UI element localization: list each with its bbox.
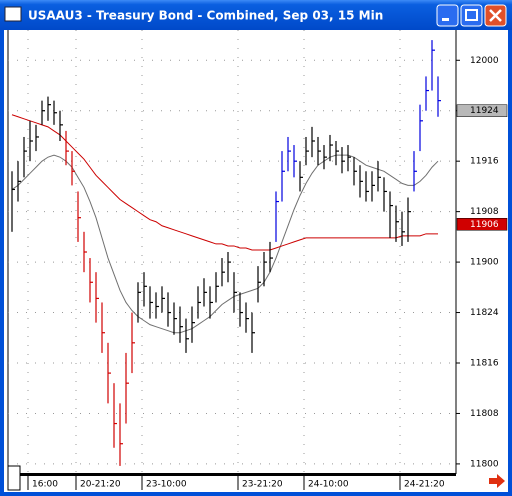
x-tick-label: 23-10:00 (146, 480, 187, 490)
y-tick-label: 11916 (470, 157, 499, 167)
y-tick-label: 11816 (470, 359, 499, 369)
close-button[interactable] (484, 4, 507, 27)
last-value-label: 11906 (470, 220, 499, 230)
scroll-box[interactable] (7, 465, 21, 491)
y-tick-label: 12000 (470, 56, 499, 66)
y-tick-label: 11800 (470, 459, 499, 469)
plot: 12000 11924 11916 11908 11900 11824 11816 11808… (8, 30, 508, 490)
x-tick-label: 24-10:00 (308, 480, 349, 490)
chart-area (4, 30, 508, 492)
y-tick-label: 11808 (470, 409, 499, 419)
title-bar (0, 0, 512, 30)
app-icon (4, 6, 22, 22)
y-tick-label: 11824 (470, 308, 499, 318)
minimize-button[interactable] (436, 4, 459, 27)
maximize-button[interactable] (460, 4, 483, 27)
moving-average-line (11, 154, 439, 334)
time-axis-bar (8, 473, 456, 476)
window-title: USAAU3 - Treasury Bond - Combined, Sep 0… (28, 9, 383, 23)
x-tick-label: 24-21:20 (404, 480, 445, 490)
scroll-arrow[interactable] (489, 474, 505, 488)
last-value-box (456, 104, 508, 117)
x-tick-label: 16:00 (32, 480, 58, 490)
x-tick-label: 23-21:20 (242, 480, 283, 490)
last-value-box (456, 218, 508, 231)
y-tick-label: 11908 (470, 207, 499, 217)
moving-average-line (11, 114, 438, 251)
y-tick-label: 11900 (470, 258, 499, 268)
last-value-label: 11924 (470, 106, 499, 116)
x-tick-label: 20-21:20 (80, 480, 121, 490)
